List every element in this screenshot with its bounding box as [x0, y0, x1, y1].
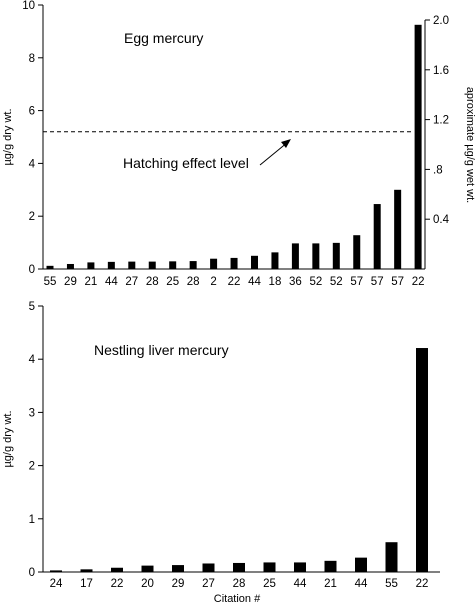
egg-y-tick-label: 6 [29, 106, 35, 118]
egg-bar [87, 262, 95, 269]
egg-bar [107, 261, 115, 269]
egg-bar [189, 261, 197, 269]
liver-x-tick-label: 17 [80, 578, 93, 590]
egg-bar [312, 243, 320, 269]
liver-x-tick-label: 55 [385, 578, 398, 590]
liver-bar [172, 565, 184, 572]
egg-bar [66, 263, 74, 269]
egg-y-tick-label: 2 [29, 211, 35, 223]
liver-bar [355, 557, 367, 572]
egg-y2-ticks: 0.4 .8 1.2 1.6 2.0 [425, 15, 450, 226]
egg-y2-tick-label: 1.6 [433, 65, 449, 77]
egg-bar [251, 255, 258, 269]
liver-bar [324, 560, 337, 572]
liver-bar [111, 567, 123, 572]
egg-y2-tick-label: 2.0 [433, 15, 449, 27]
liver-y-ticks: 0 1 2 3 4 5 [29, 301, 43, 579]
egg-y-tick-label: 8 [29, 53, 35, 65]
egg-y2-tick-label: 1.2 [433, 115, 449, 127]
hatching-effect-label: Hatching effect level [123, 155, 249, 171]
egg-bar [373, 204, 381, 269]
egg-bar [128, 261, 136, 269]
egg-x-tick-label: 52 [330, 276, 343, 288]
liver-y-tick-label: 1 [29, 514, 35, 526]
hatching-effect-arrow [259, 139, 291, 166]
egg-x-tick-label: 55 [44, 276, 57, 288]
egg-y2-tick-label: .8 [433, 164, 443, 176]
egg-x-tick-label: 21 [85, 276, 98, 288]
egg-x-tick-label: 29 [64, 276, 77, 288]
egg-bar [353, 235, 361, 269]
egg-x-tick-label: 57 [350, 276, 363, 288]
liver-x-tick-label: 21 [324, 578, 337, 590]
egg-bar [230, 257, 238, 269]
liver-x-tick-label: 22 [416, 578, 429, 590]
liver-y-tick-label: 5 [29, 301, 35, 313]
liver-bar [294, 562, 306, 572]
egg-bar [210, 258, 218, 269]
liver-x-tick-label: 44 [355, 578, 368, 590]
liver-y-tick-label: 0 [29, 567, 35, 579]
egg-x-tick-label: 52 [309, 276, 322, 288]
liver-x-axis-title: Citation # [214, 593, 261, 604]
egg-y2-axis-title: aproximate µg/g wet wt. [464, 87, 476, 203]
egg-x-tick-label: 27 [125, 276, 138, 288]
egg-y-ticks: 0 2 4 6 8 10 [22, 0, 43, 276]
liver-x-tick-label: 22 [111, 578, 124, 590]
liver-mercury-panel: 0 1 2 3 4 5 24 17 22 20 29 27 28 25 44 21 44 55 22 Nestli… [2, 301, 440, 604]
egg-bar [414, 24, 422, 269]
egg-x-tick-label: 28 [187, 276, 200, 288]
egg-bar [271, 252, 279, 269]
liver-x-tick-label: 25 [263, 578, 276, 590]
liver-bar [202, 563, 215, 572]
liver-bar [80, 569, 93, 572]
egg-x-tick-label: 22 [228, 276, 241, 288]
egg-x-tick-label: 44 [105, 276, 118, 288]
egg-bar [169, 261, 177, 269]
liver-bar [50, 570, 62, 572]
egg-bar [394, 189, 402, 269]
egg-y2-tick-label: 0.4 [433, 214, 450, 226]
liver-bar [385, 542, 398, 572]
egg-x-tick-label: 2 [210, 276, 216, 288]
liver-x-tick-label: 44 [294, 578, 307, 590]
liver-y-tick-label: 4 [29, 354, 36, 366]
egg-x-tick-label: 25 [166, 276, 179, 288]
egg-panel-title: Egg mercury [124, 30, 203, 46]
egg-bar [148, 261, 156, 269]
egg-x-tick-labels: 55 29 21 44 27 28 25 28 2 22 44 18 36 52 52 57 57 57 22 [44, 276, 425, 288]
liver-y-axis-title: µg/g dry wt. [2, 410, 14, 467]
egg-y-tick-label: 10 [22, 0, 35, 12]
liver-x-tick-label: 29 [172, 578, 185, 590]
egg-mercury-panel: 0 2 4 6 8 10 0.4 .8 1.2 1.6 2.0 55 29 21 44 27 28 25 28 2… [2, 0, 476, 288]
egg-y-tick-label: 0 [29, 264, 35, 276]
liver-x-tick-label: 27 [202, 578, 215, 590]
egg-x-tick-label: 57 [371, 276, 384, 288]
egg-bar [46, 265, 54, 269]
egg-y-tick-label: 4 [29, 158, 36, 170]
liver-panel-title: Nestling liver mercury [94, 342, 229, 358]
liver-bar [233, 562, 245, 572]
liver-bar [263, 562, 276, 572]
egg-x-tick-label: 18 [269, 276, 282, 288]
egg-x-tick-label: 57 [391, 276, 404, 288]
liver-y-tick-label: 2 [29, 461, 35, 473]
liver-x-tick-labels: 24 17 22 20 29 27 28 25 44 21 44 55 22 [50, 578, 429, 590]
egg-bar [291, 243, 299, 269]
egg-x-tick-label: 28 [146, 276, 159, 288]
egg-bars [46, 24, 422, 269]
egg-x-tick-label: 44 [248, 276, 261, 288]
liver-bars [50, 348, 428, 572]
egg-x-tick-label: 36 [289, 276, 302, 288]
egg-x-tick-label: 22 [412, 276, 425, 288]
liver-y-tick-label: 3 [29, 407, 35, 419]
liver-x-tick-label: 28 [233, 578, 246, 590]
liver-bar [141, 565, 154, 572]
liver-x-tick-label: 24 [50, 578, 63, 590]
liver-bar [416, 348, 428, 572]
egg-y-axis-title: µg/g dry wt. [2, 108, 14, 165]
liver-x-tick-label: 20 [141, 578, 154, 590]
egg-bar [332, 242, 340, 269]
